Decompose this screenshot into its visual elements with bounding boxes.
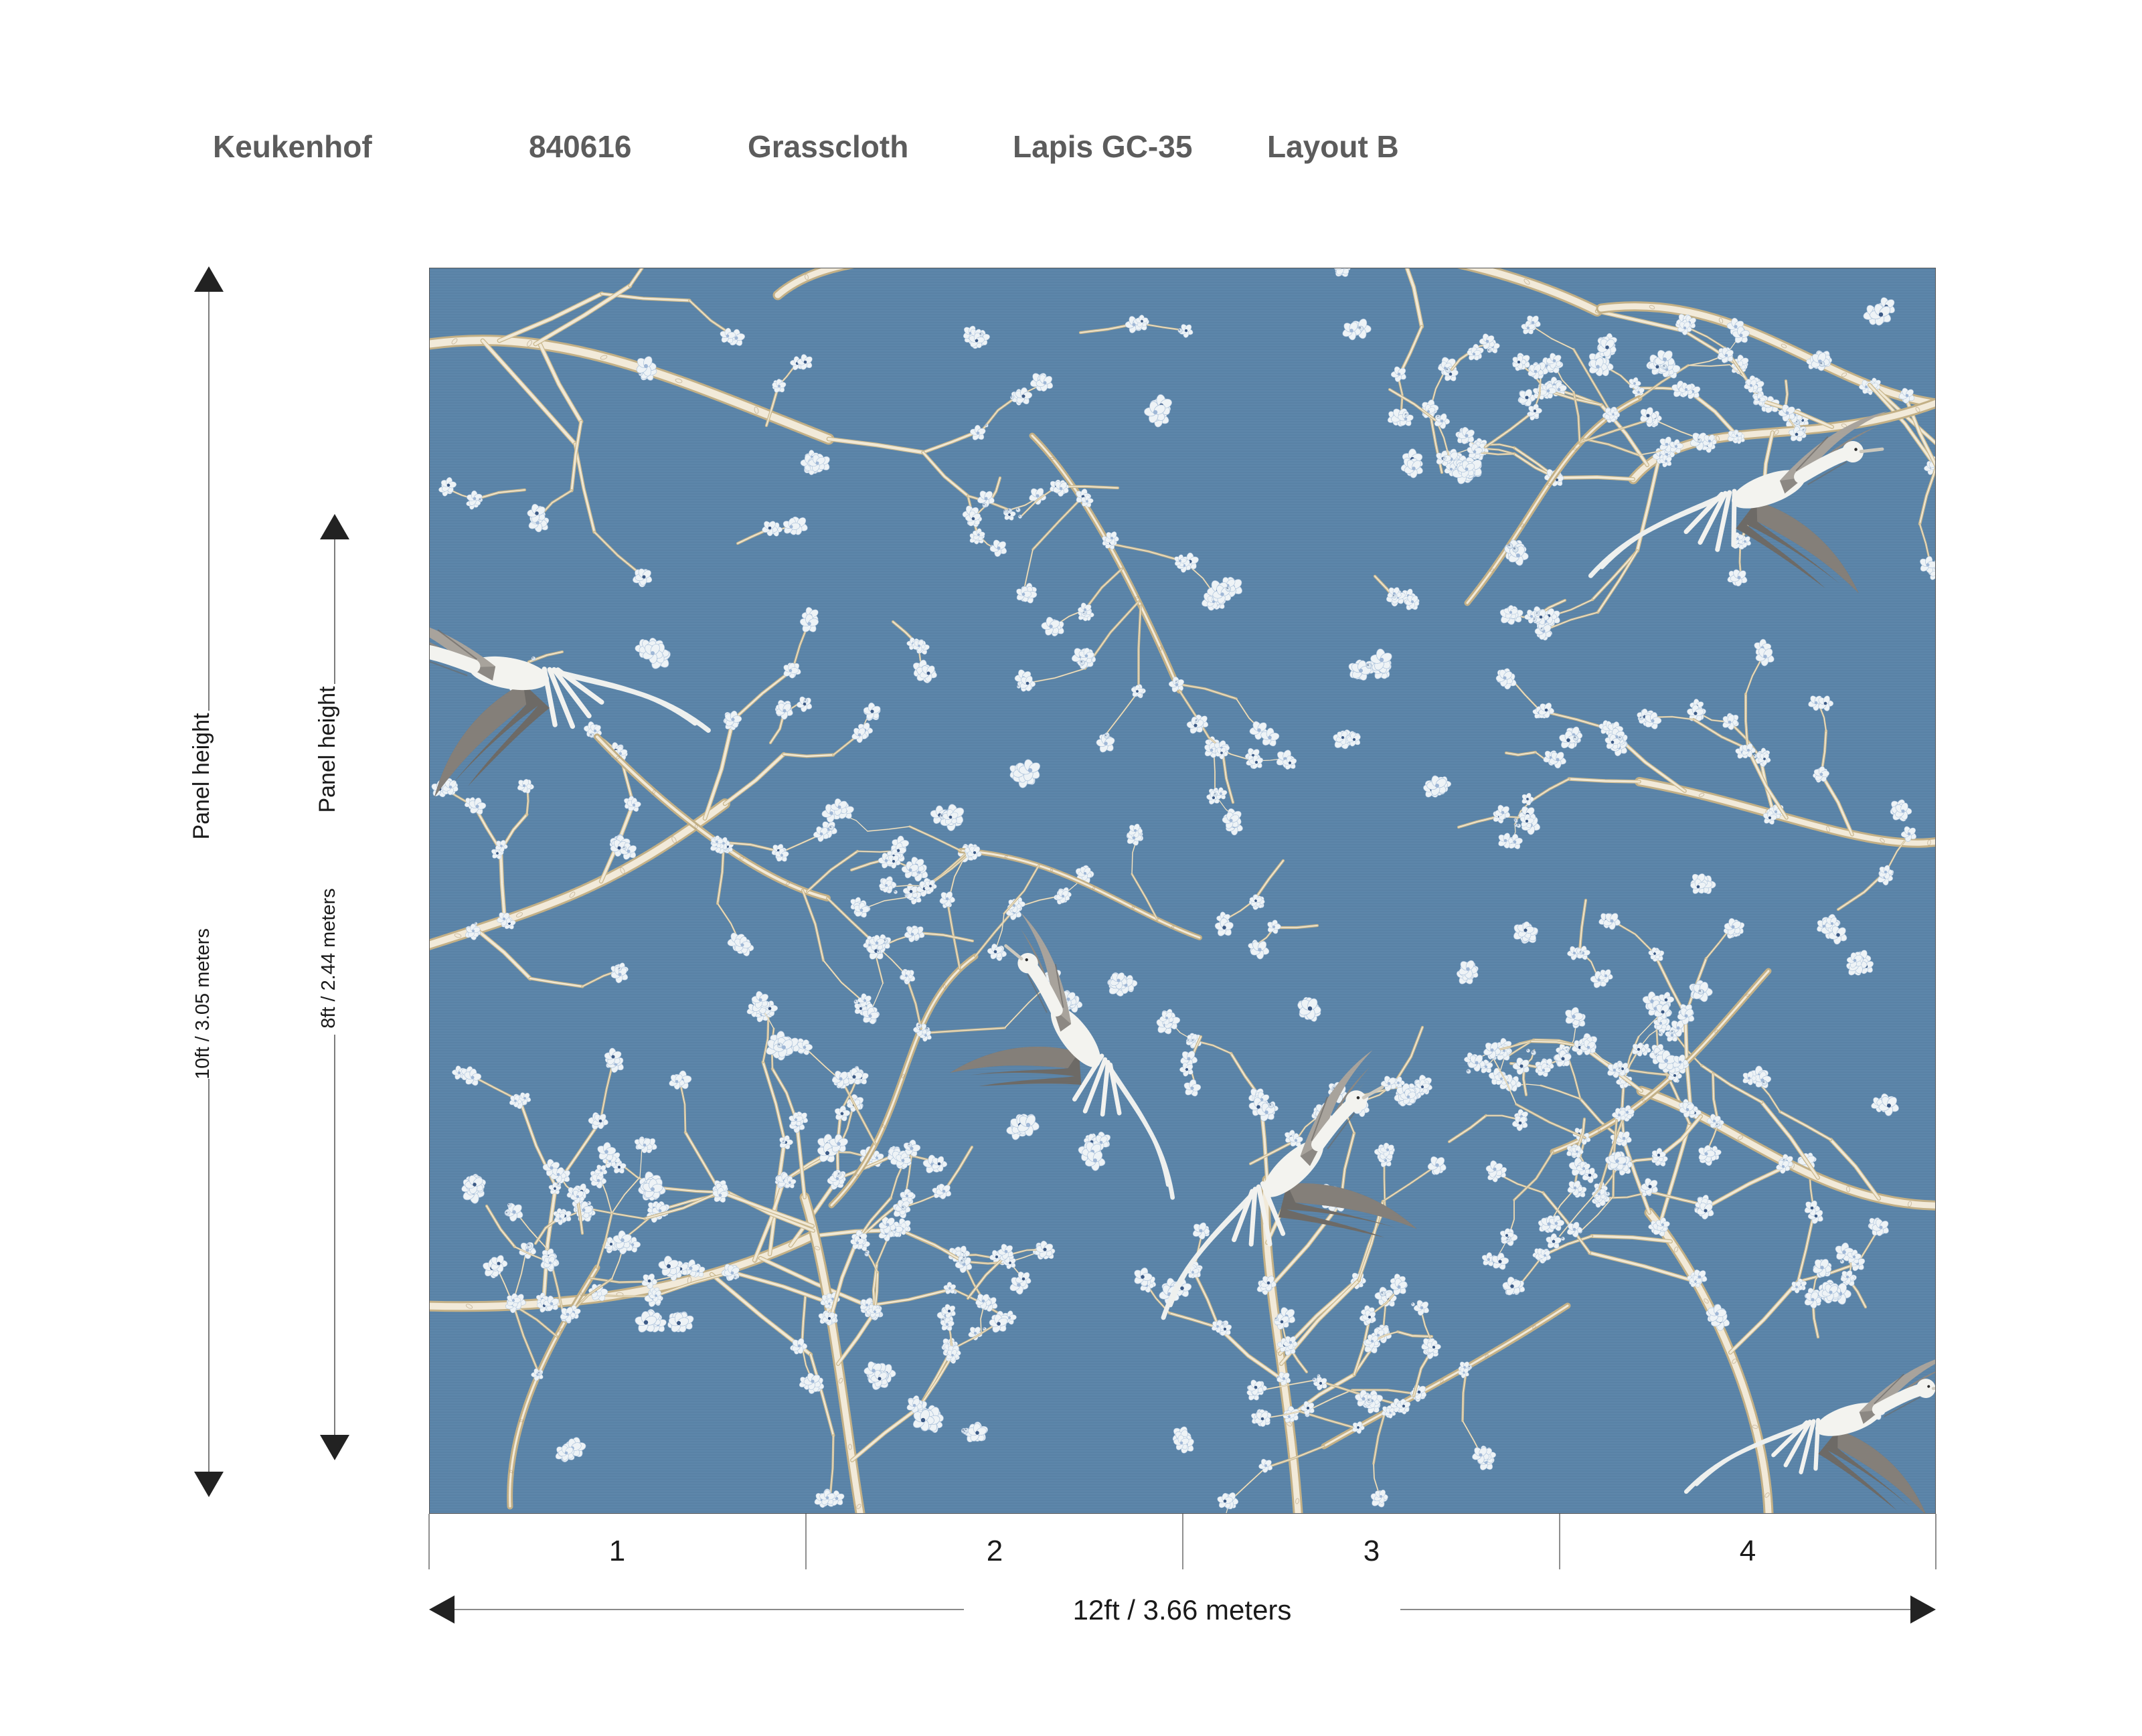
svg-text:4: 4 (1740, 1535, 1756, 1567)
svg-text:2: 2 (987, 1535, 1003, 1567)
svg-text:12ft / 3.66 meters: 12ft / 3.66 meters (1073, 1594, 1292, 1626)
svg-text:3: 3 (1364, 1535, 1380, 1567)
svg-text:1: 1 (609, 1535, 625, 1567)
